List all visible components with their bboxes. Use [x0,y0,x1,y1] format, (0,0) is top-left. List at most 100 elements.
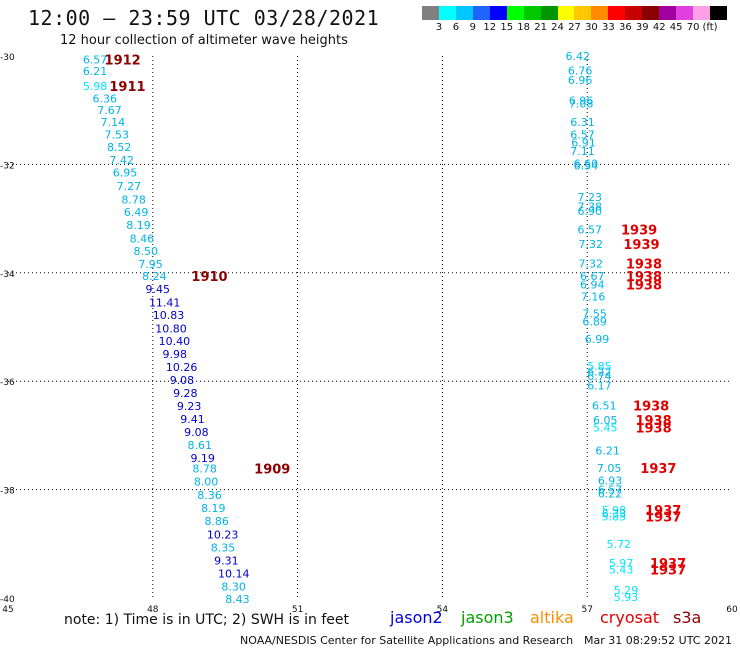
wave-height-label: 9.08 [170,374,195,387]
lon-tick-label: 48 [147,605,159,615]
wave-height-label: 5.85 [602,511,627,524]
pass-time-label: 1911 [109,80,145,95]
wave-height-label: 6.67 [580,270,605,283]
satellite-cryosat: cryosat [600,608,660,627]
pass-time-label: 1938 [626,258,662,273]
wave-height-label: 6.22 [587,365,612,378]
wave-height-label: 9.45 [146,283,171,296]
wave-height-label: 8.19 [201,502,226,515]
wave-height-label: 8.24 [142,270,167,283]
wave-height-label: 9.98 [162,348,187,361]
legend-swatch-8 [557,6,575,20]
legend-swatch-3 [472,6,490,20]
legend-label: 39 [635,22,649,33]
wave-height-label: 9.08 [184,426,209,439]
legend-swatch-4 [489,6,507,20]
legend-swatch-0 [422,6,439,20]
map-title: 12:00 – 23:59 UTC 03/28/2021 [28,6,380,30]
legend-swatch-16 [693,6,710,20]
wave-height-label: 7.32 [579,258,604,271]
lat-tick-label: -40 [0,595,15,605]
pass-time-label: 1937 [645,511,681,526]
legend-swatch-11 [608,6,626,20]
wave-height-label: 8.35 [211,542,236,555]
wave-height-label: 6.21 [595,445,620,458]
legend-label: 18 [517,22,531,33]
wave-height-label: 8.30 [221,581,246,594]
wave-height-label: 8.78 [121,194,146,207]
legend-label: 45 [669,22,683,33]
satellite-jason3: jason3 [461,608,514,627]
satellite-jason2: jason2 [390,608,443,627]
legend-label: 3 [435,22,443,33]
legend-swatch-10 [591,6,609,20]
wave-height-label: 6.90 [578,205,603,218]
wave-height-label: 6.57 [570,129,595,142]
wave-height-label: 6.31 [570,116,595,129]
wave-height-label: 6.22 [598,487,623,500]
legend-swatch-7 [540,6,558,20]
wave-height-label: 7.14 [101,116,126,129]
lon-tick-label: 45 [2,605,13,615]
pass-time-label: 1910 [191,270,227,285]
wave-height-label: 6.57 [578,223,603,236]
wave-height-label: 5.98 [83,80,108,93]
wave-height-label: 8.00 [194,475,219,488]
legend-label: 12 [483,22,497,33]
legend-label: 27 [568,22,581,33]
legend-swatch-6 [523,6,541,20]
wave-height-label: 6.60 [574,157,599,170]
legend-label: (ft) [702,22,718,33]
pass-time-label: 1939 [621,223,657,238]
legend-swatch-5 [506,6,524,20]
lat-tick-label: -34 [0,270,15,280]
legend-label: 24 [551,22,564,33]
wave-height-label: 5.85 [587,360,612,373]
wave-height-label: 8.43 [225,593,250,606]
wave-height-label: 7.53 [105,129,129,142]
lat-tick-label: -32 [0,161,15,171]
wave-height-label: 5.29 [614,584,639,597]
lon-tick-label: 60 [726,605,738,615]
pass-time-label: 1912 [105,53,141,68]
wave-height-label: 7.27 [117,180,142,193]
wave-height-label: 9.41 [180,413,205,426]
wave-height-label: 7.38 [578,201,603,214]
wave-height-label: 10.83 [153,309,185,322]
pass-time-label: 1938 [635,421,671,436]
legend-label: 70 [686,22,700,33]
color-legend [422,6,727,20]
legend-label: 6 [452,22,460,33]
wave-height-label: 7.05 [597,462,622,475]
lon-tick-label: 51 [292,605,303,615]
wave-height-label: 6.51 [592,400,617,413]
wave-height-label: 6.49 [124,206,149,219]
legend-swatch-13 [642,6,660,20]
wave-height-label: 10.80 [155,323,187,336]
wave-height-label: 6.21 [83,65,108,78]
wave-height-label: 8.86 [204,515,229,528]
lat-tick-label: -30 [0,53,15,63]
legend-swatch-1 [438,6,456,20]
wave-height-label: 6.89 [582,316,607,329]
wave-height-label: 10.23 [207,529,239,542]
wave-height-label: 7.16 [581,291,606,304]
wave-height-label: 8.50 [133,245,158,258]
wave-height-label: 10.40 [159,335,191,348]
pass-time-label: 1937 [645,504,681,519]
wave-height-label: 10.26 [166,361,198,374]
footnote: note: 1) Time is in UTC; 2) SWH is in fe… [64,612,350,628]
wave-height-label: 11.41 [149,297,181,310]
wave-height-label: 7.11 [570,145,595,158]
wave-height-label: 5.43 [609,563,634,576]
pass-time-label: 1937 [650,557,686,572]
legend-label: 9 [469,22,477,33]
pass-time-label: 1938 [626,279,662,294]
pass-time-label: 1909 [254,462,290,477]
pass-time-label: 1938 [635,414,671,429]
wave-height-label: 6.57 [598,484,623,497]
legend-swatch-2 [455,6,473,20]
wave-height-label: 7.42 [109,154,134,167]
legend-label: 33 [602,22,615,33]
